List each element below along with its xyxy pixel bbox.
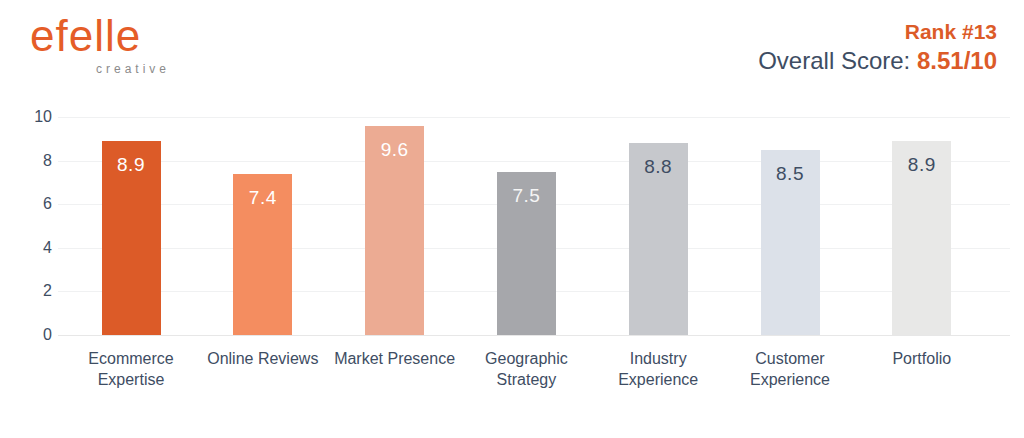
- score-bar: 8.9: [102, 141, 161, 335]
- logo-tagline-text: creative: [96, 62, 170, 76]
- category-label: Customer Experience: [724, 348, 856, 390]
- y-axis-tick-8: 8: [0, 151, 52, 171]
- score-bar: 7.4: [233, 174, 292, 335]
- y-axis-tick-10: 10: [0, 107, 52, 127]
- y-axis-tick-2: 2: [0, 281, 52, 301]
- category-label: Portfolio: [856, 348, 988, 369]
- bar-column: 8.8: [592, 117, 724, 335]
- gridline-y0: [58, 335, 1010, 336]
- category-label: Market Presence: [329, 348, 461, 369]
- bar-column: 7.4: [197, 117, 329, 335]
- overall-score-label: Overall Score:: [758, 47, 917, 74]
- bar-column: 8.9: [856, 117, 988, 335]
- score-bar: 8.8: [629, 143, 688, 335]
- efelle-logo: efelle creative: [30, 12, 210, 82]
- y-axis-tick-6: 6: [0, 194, 52, 214]
- bar-column: 7.5: [460, 117, 592, 335]
- bar-column: 8.9: [65, 117, 197, 335]
- category-label: Online Reviews: [197, 348, 329, 369]
- score-bar: 8.5: [761, 150, 820, 335]
- category-label: Industry Experience: [592, 348, 724, 390]
- logo-brand-text: efelle: [30, 12, 210, 60]
- category-label: Geographic Strategy: [460, 348, 592, 390]
- rank-label: Rank #13: [758, 20, 997, 44]
- overall-score-value: 8.51/10: [917, 47, 997, 74]
- score-bar: 7.5: [497, 172, 556, 336]
- score-summary: Rank #13 Overall Score: 8.51/10: [758, 20, 997, 75]
- score-bar: 9.6: [365, 126, 424, 335]
- bar-column: 9.6: [329, 117, 461, 335]
- category-label: Ecommerce Expertise: [65, 348, 197, 390]
- y-axis-tick-0: 0: [0, 325, 52, 345]
- overall-score-line: Overall Score: 8.51/10: [758, 47, 997, 75]
- bar-column: 8.5: [724, 117, 856, 335]
- score-bar-chart: 0246810 8.9 Ecommerce Expertise 7.4 Onli…: [0, 117, 1010, 335]
- score-bar: 8.9: [892, 141, 951, 335]
- report-card: efelle creative Rank #13 Overall Score: …: [0, 0, 1024, 438]
- y-axis-tick-4: 4: [0, 238, 52, 258]
